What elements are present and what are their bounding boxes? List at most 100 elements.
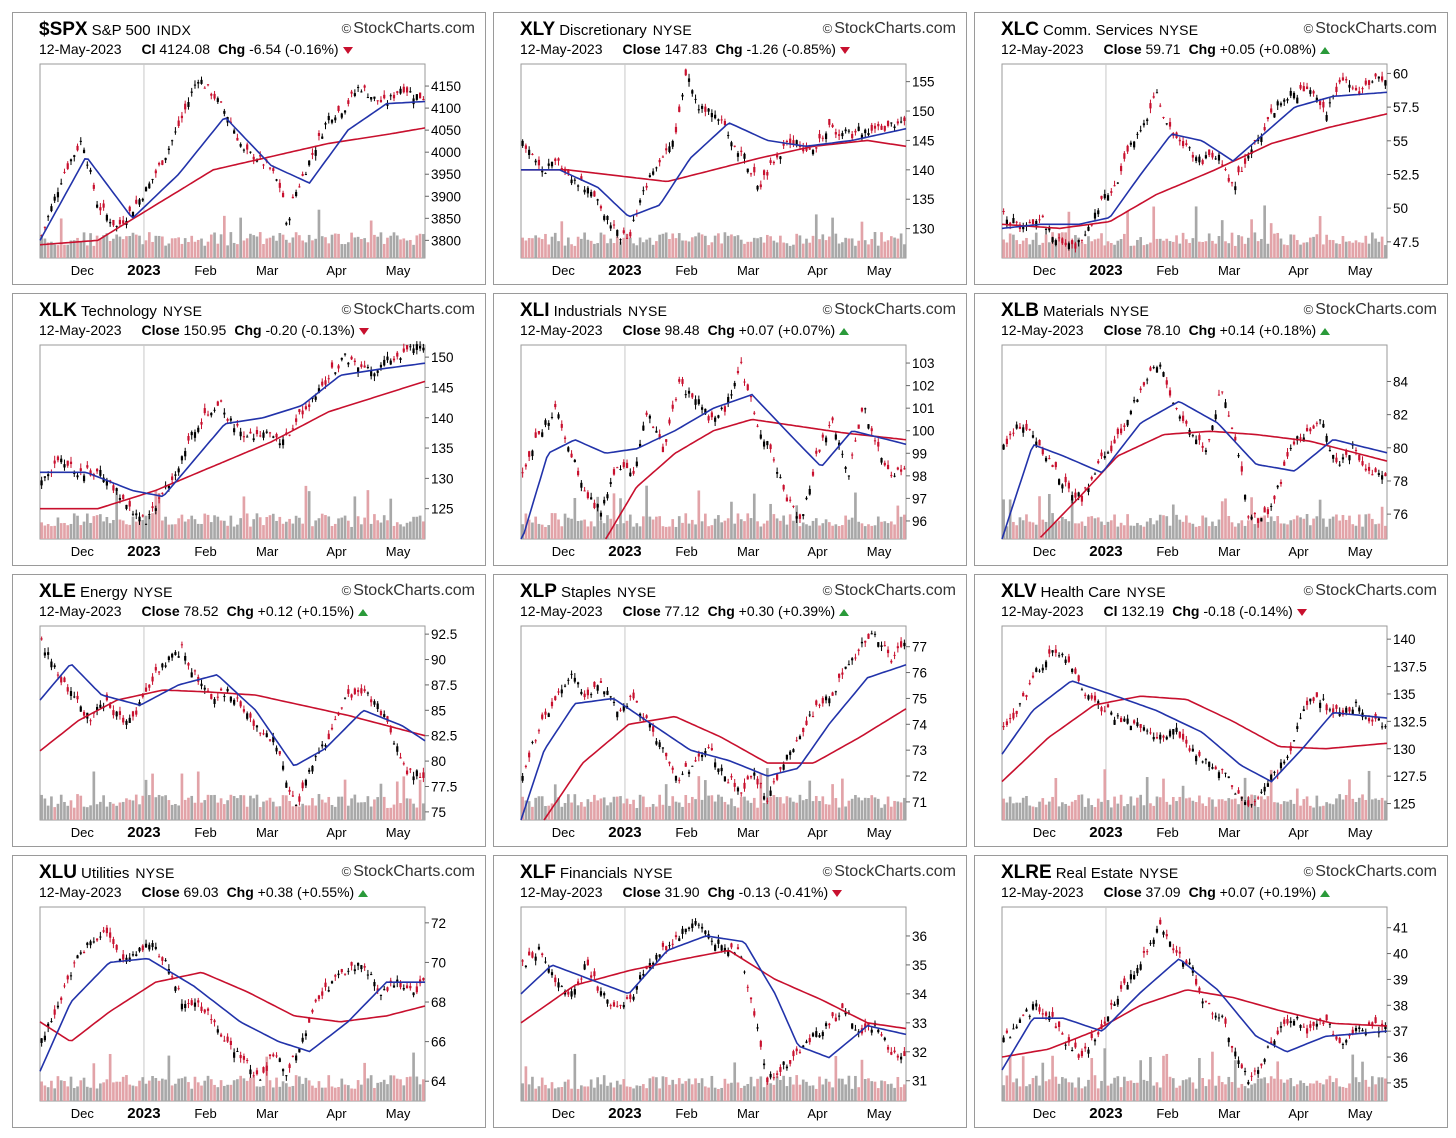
candle-body bbox=[1335, 1036, 1338, 1040]
stockcharts-logo[interactable]: © StockCharts.com bbox=[342, 863, 475, 881]
volume-bar bbox=[664, 784, 668, 820]
ticker-symbol[interactable]: XLV bbox=[1001, 581, 1037, 602]
x-tick-label: May bbox=[386, 263, 411, 278]
price-chart[interactable]: Dec 2023 Feb Mar Apr May415041004050400039503… bbox=[13, 13, 485, 284]
candle-body bbox=[671, 140, 674, 147]
chart-panel-xle[interactable]: XLE Energy NYSE © StockCharts.com 12-May-2023… bbox=[12, 574, 486, 847]
chart-panel-xlv[interactable]: XLV Health Care NYSE © StockCharts.com 12-May… bbox=[974, 574, 1448, 847]
volume-bar bbox=[870, 238, 874, 258]
chart-panel-xlc[interactable]: XLC Comm. Services NYSE © StockCharts.com 12-… bbox=[974, 12, 1448, 285]
volume-bar bbox=[1198, 526, 1201, 539]
candle-body bbox=[684, 394, 687, 396]
ticker-symbol[interactable]: XLRE bbox=[1001, 862, 1052, 883]
chart-panel-xly[interactable]: XLY Discretionary NYSE © StockCharts.com 12-M… bbox=[493, 12, 967, 285]
candle-body bbox=[691, 90, 694, 94]
ticker-symbol[interactable]: XLF bbox=[520, 862, 556, 883]
chart-panel-xlb[interactable]: XLB Materials NYSE © StockCharts.com 12-May-2… bbox=[974, 293, 1448, 566]
stockcharts-logo[interactable]: © StockCharts.com bbox=[1304, 863, 1437, 881]
candle-body bbox=[379, 364, 383, 368]
ticker-symbol[interactable]: XLE bbox=[39, 581, 76, 602]
stockcharts-logo[interactable]: © StockCharts.com bbox=[1304, 20, 1437, 38]
volume-bar bbox=[759, 774, 763, 820]
volume-bar bbox=[200, 523, 203, 539]
stockcharts-logo[interactable]: © StockCharts.com bbox=[823, 20, 956, 38]
volume-bar bbox=[524, 1066, 528, 1101]
chart-panel-xlre[interactable]: XLRE Real Estate NYSE © StockCharts.com 12-Ma… bbox=[974, 855, 1448, 1128]
volume-bar bbox=[1100, 801, 1103, 820]
candle-body bbox=[599, 991, 603, 996]
volume-bar bbox=[125, 1075, 128, 1101]
candle-body bbox=[1260, 518, 1263, 522]
volume-bar bbox=[1165, 1053, 1169, 1101]
ticker-symbol[interactable]: XLU bbox=[39, 862, 77, 883]
ticker-symbol[interactable]: XLB bbox=[1001, 300, 1039, 321]
ticker-symbol[interactable]: $SPX bbox=[39, 19, 88, 40]
volume-bar bbox=[232, 526, 236, 539]
chart-panel-xlp[interactable]: XLP Staples NYSE © StockCharts.com 12-May-202… bbox=[493, 574, 967, 847]
candle-body bbox=[112, 939, 115, 944]
chart-panel-xlk[interactable]: XLK Technology NYSE © StockCharts.com 12-May-… bbox=[12, 293, 486, 566]
volume-bar bbox=[392, 1075, 396, 1101]
candle-body bbox=[749, 396, 753, 398]
volume-bar bbox=[534, 235, 538, 258]
stockcharts-logo[interactable]: © StockCharts.com bbox=[823, 863, 956, 881]
candle-body bbox=[180, 644, 184, 646]
candle-body bbox=[720, 945, 723, 951]
x-tick-label: May bbox=[867, 263, 892, 278]
stockcharts-logo[interactable]: © StockCharts.com bbox=[823, 301, 956, 319]
candle-body bbox=[79, 140, 82, 142]
candle-body bbox=[772, 781, 775, 783]
candle-body bbox=[63, 464, 66, 468]
stockcharts-logo[interactable]: © StockCharts.com bbox=[342, 20, 475, 38]
price-chart[interactable]: Dec 2023 Feb Mar Apr May92.59087.58582.58077.… bbox=[13, 575, 485, 846]
ticker-symbol[interactable]: XLY bbox=[520, 19, 556, 40]
volume-bar bbox=[681, 522, 684, 539]
moving-average-blue-line bbox=[520, 664, 907, 821]
candle-body bbox=[1371, 81, 1374, 83]
chart-panel-xlu[interactable]: XLU Utilities NYSE © StockCharts.com 12-May-2… bbox=[12, 855, 486, 1128]
volume-bar bbox=[1220, 220, 1224, 258]
candle-body bbox=[1002, 726, 1005, 728]
stockcharts-logo[interactable]: © StockCharts.com bbox=[1304, 301, 1437, 319]
candle-body bbox=[109, 480, 112, 482]
volume-bar bbox=[89, 522, 92, 539]
ticker-symbol[interactable]: XLC bbox=[1001, 19, 1039, 40]
stockcharts-logo[interactable]: © StockCharts.com bbox=[1304, 582, 1437, 600]
chart-panel-xli[interactable]: XLI Industrials NYSE © StockCharts.com 12-May… bbox=[493, 293, 967, 566]
volume-bar bbox=[1061, 1077, 1064, 1101]
volume-bar bbox=[736, 807, 740, 820]
chart-panel-xlf[interactable]: XLF Financials NYSE © StockCharts.com 12-May-… bbox=[493, 855, 967, 1128]
candle-body bbox=[1044, 661, 1048, 668]
candle-body bbox=[350, 91, 353, 94]
candle-body bbox=[1025, 695, 1028, 697]
volume-bar bbox=[1064, 519, 1067, 539]
candle-body bbox=[828, 698, 831, 704]
ticker-symbol[interactable]: XLK bbox=[39, 300, 77, 321]
ticker-symbol[interactable]: XLP bbox=[520, 581, 557, 602]
candle-body bbox=[541, 432, 544, 437]
candle-body bbox=[262, 1067, 265, 1073]
candle-body bbox=[366, 97, 370, 99]
stockcharts-logo[interactable]: © StockCharts.com bbox=[342, 582, 475, 600]
candle-body bbox=[818, 704, 821, 706]
chart-panel-spx[interactable]: $SPX S&P 500 INDX © StockCharts.com 12-May-20… bbox=[12, 12, 486, 285]
volume-bar bbox=[311, 1085, 314, 1101]
stockcharts-logo[interactable]: © StockCharts.com bbox=[823, 582, 956, 600]
ticker-symbol[interactable]: XLI bbox=[520, 300, 550, 321]
candle-body bbox=[255, 430, 259, 435]
stockcharts-logo[interactable]: © StockCharts.com bbox=[342, 301, 475, 319]
price-chart[interactable]: Dec 2023 Feb Mar Apr May140137.5135132.513012… bbox=[975, 575, 1447, 846]
volume-bar bbox=[294, 515, 298, 539]
volume-bar bbox=[1260, 238, 1263, 258]
volume-bar bbox=[405, 1077, 409, 1101]
volume-bar bbox=[798, 794, 802, 820]
